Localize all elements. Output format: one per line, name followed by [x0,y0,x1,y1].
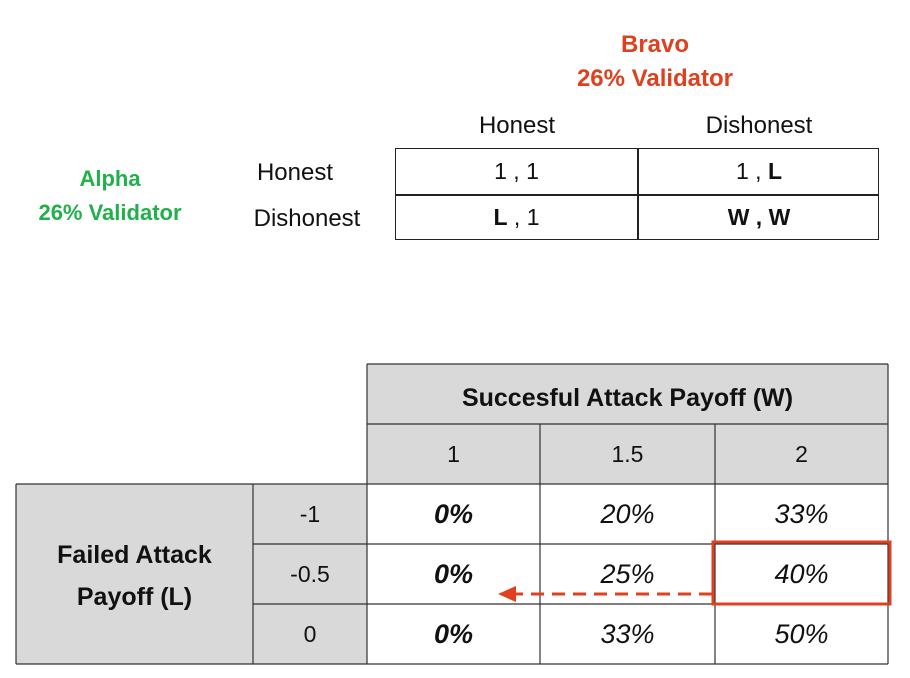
payoff-matrix: 1 , 1 1 , L L , 1 W , W [395,148,879,240]
l-header: Failed Attack Payoff (L) [16,534,253,618]
l-value-neg0-5: -0.5 [290,560,330,587]
alpha-title: Alpha 26% Validator [10,162,210,230]
bravo-title: Bravo 26% Validator [540,28,770,96]
l-header-fill [16,484,367,664]
alpha-name: Alpha [79,166,141,191]
l-value-neg1: -1 [299,500,321,527]
payoff-cell-dishonest-dishonest: W , W [727,203,791,230]
l-header-line2: Payoff (L) [76,583,193,611]
payoff-cell-honest-honest: 1 , 1 [494,158,539,184]
highlight-box [711,540,892,606]
bravo-col-dishonest: Dishonest [705,112,813,139]
payoff-cell-dishonest-honest: L , 1 [493,203,540,230]
table-cell: 0% [433,498,474,529]
table-cell: 0% [433,558,474,589]
arrow-head-icon [498,586,516,602]
w-value-1-5: 1.5 [611,440,644,467]
l-value-0: 0 [303,620,317,647]
bravo-name: Bravo [620,31,690,58]
payoff-cell-honest-dishonest: 1 , L [735,158,783,184]
alpha-subtitle: 26% Validator [38,200,182,225]
l-header-line1: Failed Attack [57,541,212,569]
matrix-horizontal-divider [396,194,878,196]
table-cell: 33% [600,618,655,649]
table-cell: 20% [600,498,655,529]
w-value-2: 2 [795,440,808,467]
table-cell: 0% [433,618,474,649]
table-cell: 50% [774,618,829,649]
bravo-subtitle: 26% Validator [576,65,734,92]
w-header: Succesful Attack Payoff (W) [461,383,794,412]
alpha-row-honest: Honest [256,159,334,186]
bravo-col-honest: Honest [478,112,556,139]
alpha-row-dishonest: Dishonest [253,205,361,232]
table-cell: 25% [600,558,655,589]
highlighted-cell: 40% [774,558,829,589]
table-cell: 33% [774,498,829,529]
w-value-1: 1 [447,440,460,467]
